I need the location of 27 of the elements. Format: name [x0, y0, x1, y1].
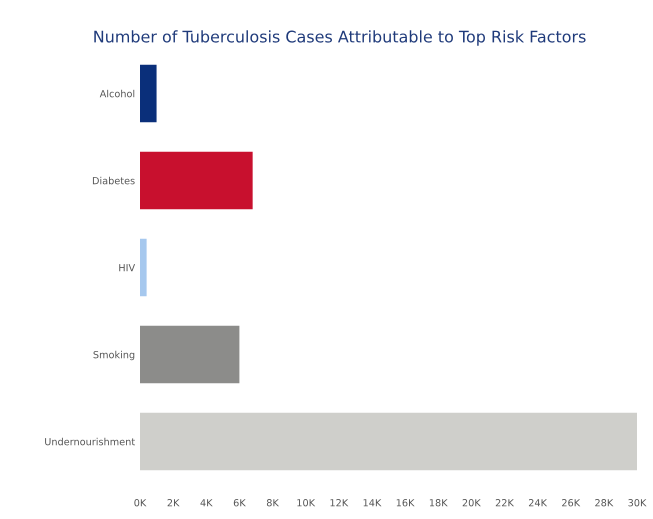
x-tick-label: 20K — [462, 499, 481, 506]
x-tick-label: 12K — [330, 499, 348, 506]
y-tick-label: HIV — [119, 264, 136, 272]
x-tick-label: 24K — [528, 499, 548, 506]
y-tick-label: Diabetes — [92, 176, 135, 184]
x-tick-label: 18K — [430, 499, 448, 506]
x-tick-label: 30K — [628, 499, 647, 506]
chart-title: Number of Tuberculosis Cases Attributable to Top Risk Factors — [94, 30, 586, 46]
x-tick-label: 10K — [297, 499, 316, 506]
y-tick-label: Undernourishment — [45, 438, 135, 446]
x-tick-label: 28K — [595, 499, 614, 506]
bar — [140, 152, 253, 210]
x-tick-label: 4K — [200, 499, 213, 506]
bar — [140, 64, 157, 122]
bar — [140, 326, 240, 384]
x-tick-label: 2K — [168, 499, 180, 506]
y-tick-label: Alcohol — [100, 90, 134, 98]
x-tick-label: 26K — [562, 499, 580, 506]
x-tick-label: 6K — [234, 499, 246, 506]
y-tick-label: Smoking — [94, 350, 134, 360]
x-tick-label: 14K — [364, 499, 382, 506]
x-tick-label: 16K — [396, 499, 415, 506]
x-tick-label: 8K — [266, 499, 280, 506]
x-tick-label: 0K — [134, 499, 146, 506]
bar — [140, 412, 637, 470]
bar — [140, 238, 147, 296]
x-tick-label: 22K — [496, 499, 514, 506]
